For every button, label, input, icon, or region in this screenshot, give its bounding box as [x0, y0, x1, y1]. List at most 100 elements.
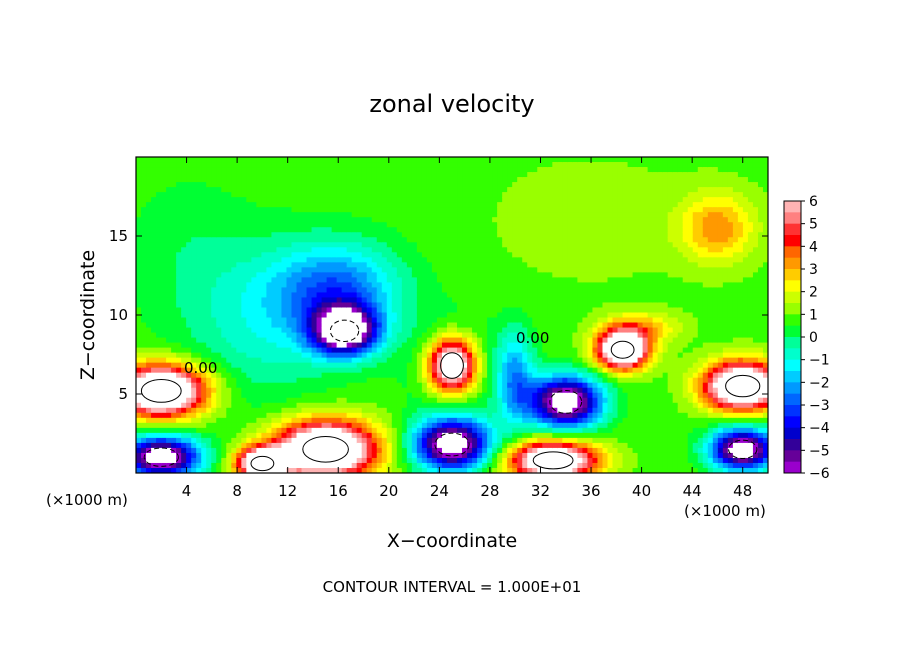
- field-cell: [411, 352, 418, 359]
- field-cell: [256, 372, 262, 379]
- field-cell: [136, 237, 142, 243]
- field-cell: [426, 232, 433, 238]
- field-cell: [276, 307, 283, 314]
- field-cell: [261, 377, 268, 384]
- field-cell: [201, 262, 207, 268]
- field-cell: [266, 417, 273, 424]
- field-cell: [251, 157, 257, 163]
- field-cell: [406, 392, 413, 399]
- field-cell: [376, 207, 383, 213]
- field-cell: [446, 277, 453, 283]
- field-cell: [391, 187, 398, 193]
- field-cell: [211, 312, 217, 319]
- field-cell: [256, 452, 262, 459]
- field-cell: [512, 227, 518, 233]
- field-cell: [497, 212, 503, 218]
- field-cell: [161, 367, 167, 374]
- field-cell: [436, 247, 443, 253]
- field-cell: [301, 157, 308, 163]
- field-cell: [472, 377, 478, 384]
- field-cell: [401, 462, 408, 469]
- field-cell: [136, 262, 142, 268]
- field-cell: [406, 427, 413, 434]
- field-cell: [231, 272, 237, 278]
- field-cell: [331, 447, 338, 454]
- field-cell: [482, 442, 488, 449]
- field-cell: [201, 422, 207, 429]
- field-cell: [281, 377, 288, 384]
- field-cell: [477, 247, 483, 253]
- field-cell: [371, 312, 378, 319]
- field-cell: [271, 407, 278, 414]
- field-cell: [421, 312, 428, 319]
- field-cell: [446, 387, 453, 394]
- field-cell: [186, 227, 192, 233]
- field-cell: [446, 217, 453, 223]
- field-cell: [426, 287, 433, 294]
- field-cell: [216, 347, 222, 354]
- field-cell: [527, 357, 533, 364]
- field-cell: [421, 227, 428, 233]
- field-cell: [201, 387, 207, 394]
- field-cell: [366, 407, 373, 414]
- field-cell: [301, 187, 308, 193]
- field-cell: [311, 412, 318, 419]
- field-cell: [186, 442, 192, 449]
- field-cell: [527, 272, 533, 278]
- field-cell: [436, 277, 443, 283]
- field-cell: [386, 467, 393, 473]
- field-cell: [316, 157, 323, 163]
- field-cell: [301, 262, 308, 268]
- field-cell: [151, 402, 157, 409]
- field-cell: [482, 357, 488, 364]
- field-cell: [411, 357, 418, 364]
- field-cell: [371, 332, 378, 339]
- field-cell: [326, 367, 333, 374]
- field-cell: [166, 462, 172, 469]
- field-cell: [196, 422, 202, 429]
- field-cell: [266, 347, 273, 354]
- field-cell: [411, 457, 418, 464]
- field-cell: [321, 387, 328, 394]
- field-cell: [216, 302, 222, 309]
- field-cell: [226, 402, 232, 409]
- field-cell: [136, 192, 142, 198]
- field-cell: [497, 337, 503, 344]
- field-cell: [371, 347, 378, 354]
- field-cell: [472, 347, 478, 354]
- field-cell: [236, 382, 242, 389]
- field-cell: [341, 357, 348, 364]
- field-cell: [487, 272, 493, 278]
- field-cell: [191, 172, 197, 178]
- field-cell: [376, 382, 383, 389]
- field-cell: [136, 442, 142, 449]
- field-cell: [136, 272, 142, 278]
- field-cell: [421, 187, 428, 193]
- field-cell: [291, 367, 298, 374]
- field-cell: [186, 232, 192, 238]
- field-cell: [141, 222, 147, 228]
- field-cell: [146, 222, 152, 228]
- field-cell: [512, 372, 518, 379]
- field-cell: [492, 237, 498, 243]
- field-cell: [356, 362, 363, 369]
- field-cell: [421, 302, 428, 309]
- field-cell: [411, 452, 418, 459]
- field-cell: [306, 402, 313, 409]
- field-cell: [301, 362, 308, 369]
- field-cell: [236, 337, 242, 344]
- field-cell: [266, 272, 273, 278]
- field-cell: [487, 337, 493, 344]
- field-cell: [492, 172, 498, 178]
- field-cell: [446, 462, 453, 469]
- field-cell: [241, 172, 247, 178]
- field-cell: [462, 197, 468, 203]
- field-cell: [527, 377, 533, 384]
- field-cell: [166, 202, 172, 208]
- field-cell: [381, 402, 388, 409]
- field-cell: [351, 327, 358, 334]
- field-cell: [522, 167, 528, 173]
- field-cell: [261, 417, 268, 424]
- field-cell: [426, 362, 433, 369]
- field-cell: [346, 197, 353, 203]
